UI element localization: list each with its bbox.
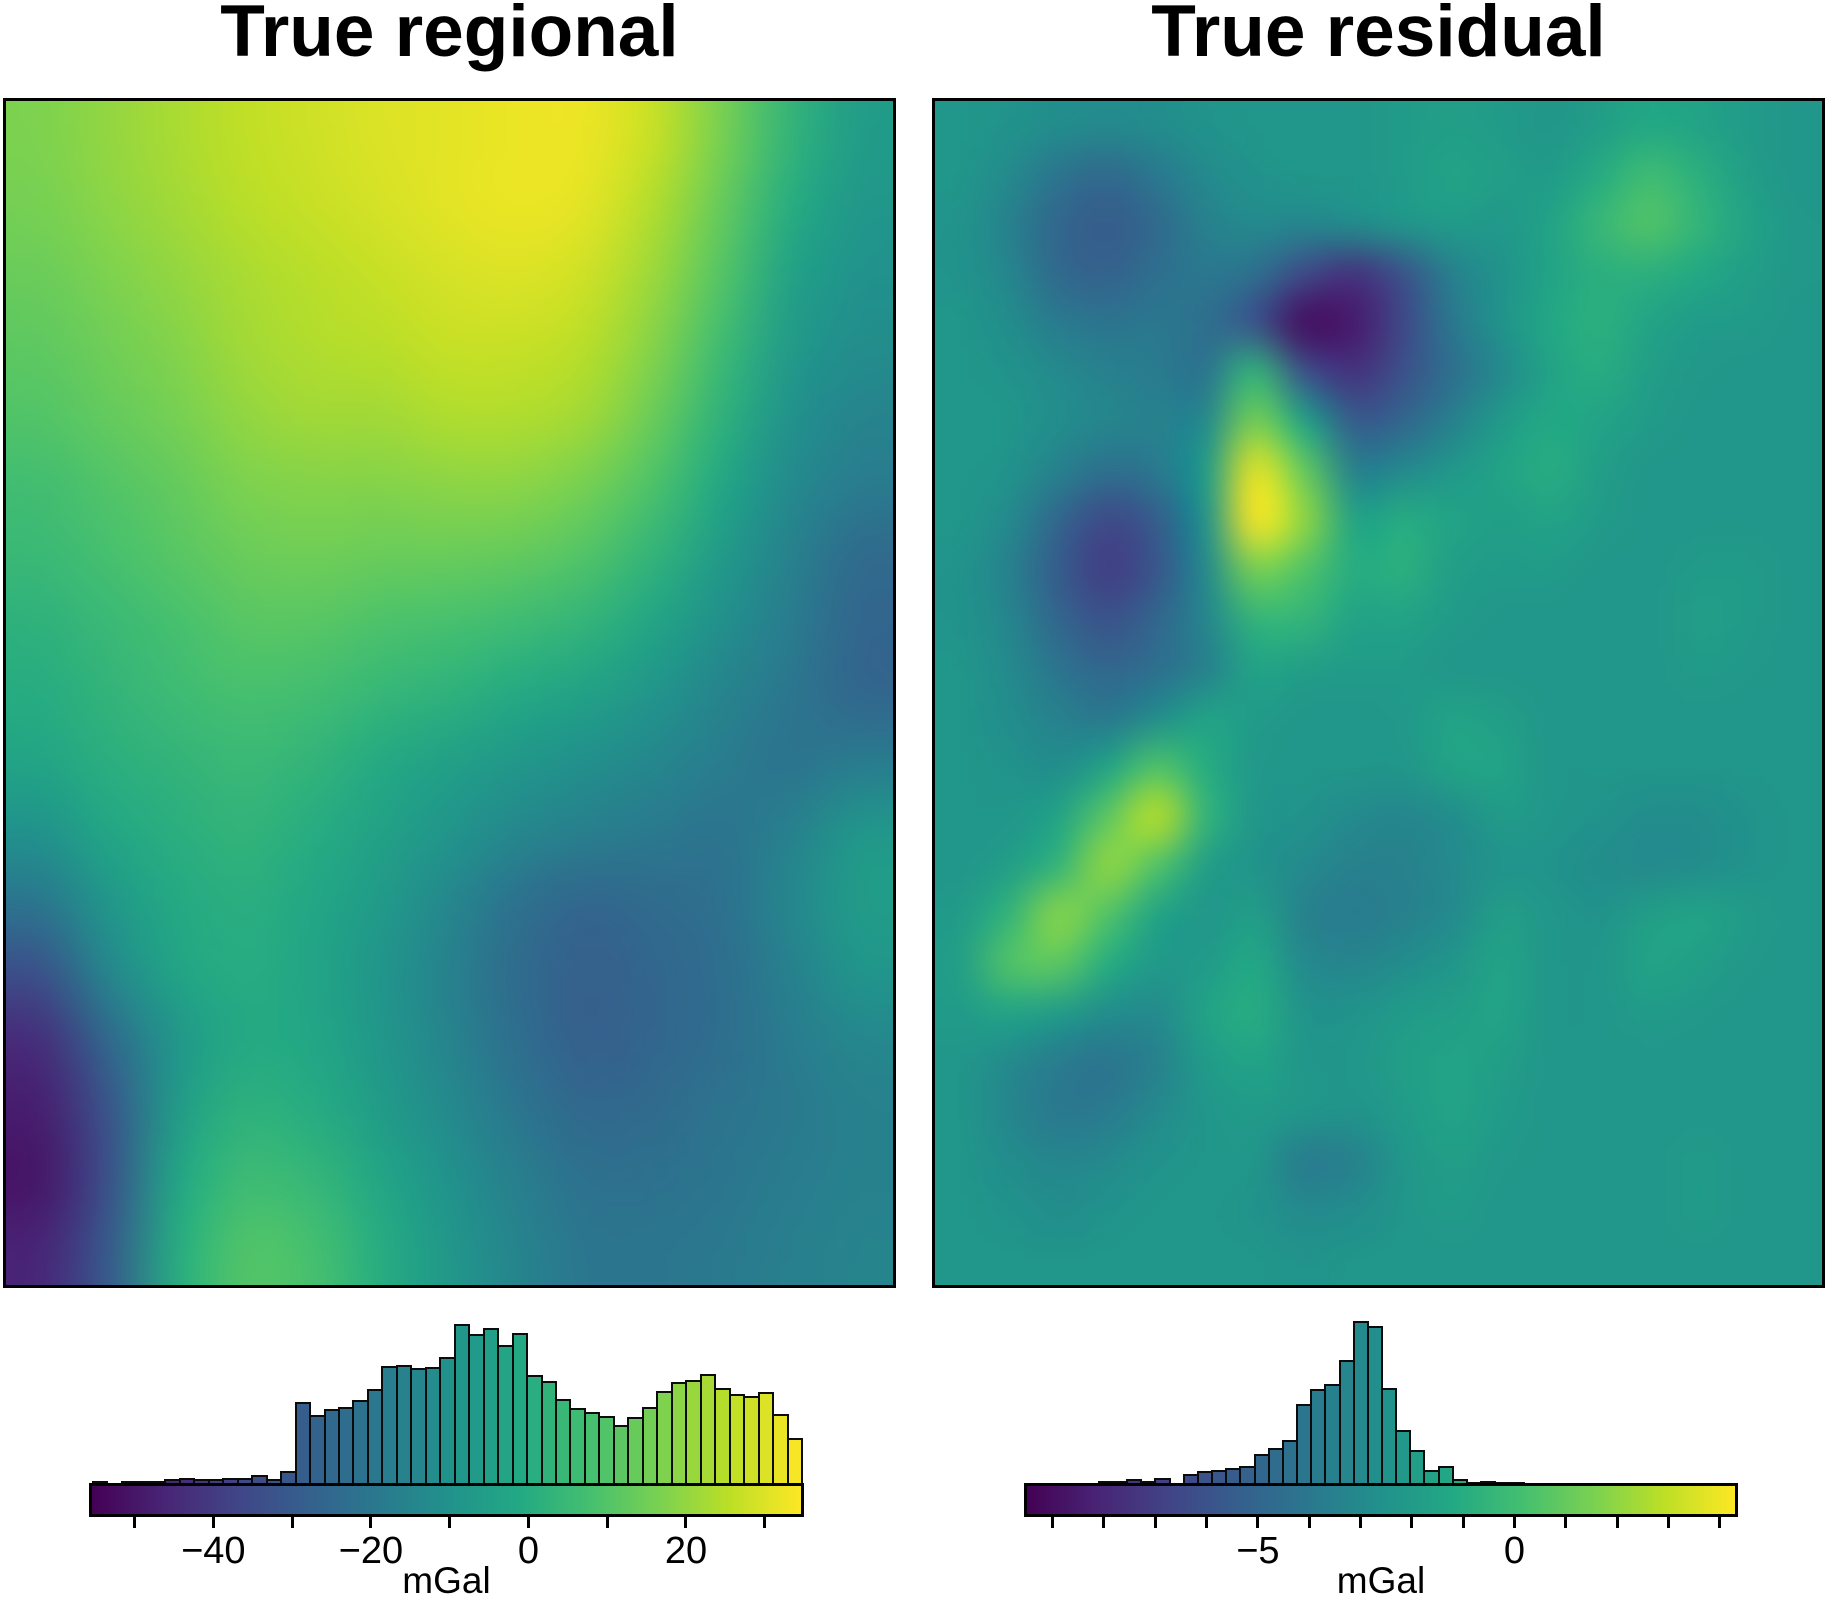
colorbar-tick xyxy=(1666,1517,1670,1528)
panel-title-regional: True regional xyxy=(220,0,679,72)
residual-unit-label: mGal xyxy=(1336,1560,1426,1597)
colorbar-tick xyxy=(369,1517,373,1528)
colorbar-tick xyxy=(1051,1517,1055,1528)
colorbar-tick xyxy=(1461,1517,1465,1528)
colorbar-tick xyxy=(1564,1517,1568,1528)
colorbar-tick xyxy=(605,1517,609,1528)
regional-unit-label: mGal xyxy=(402,1560,491,1597)
colorbar-tick xyxy=(1358,1517,1362,1528)
hist-bar xyxy=(786,1438,803,1488)
regional-heatmap-canvas xyxy=(3,98,896,1288)
colorbar-tick-label: 0 xyxy=(517,1530,539,1572)
colorbar-tick xyxy=(211,1517,215,1528)
colorbar-tick xyxy=(1153,1517,1157,1528)
colorbar-tick xyxy=(684,1517,688,1528)
colorbar-tick-label: 20 xyxy=(664,1530,708,1572)
colorbar-tick-label: −20 xyxy=(338,1530,404,1572)
colorbar-tick xyxy=(1410,1517,1414,1528)
colorbar-tick xyxy=(1205,1517,1209,1528)
colorbar-tick xyxy=(1718,1517,1722,1528)
colorbar-tick xyxy=(1307,1517,1311,1528)
colorbar-tick xyxy=(1512,1517,1516,1528)
colorbar-tick xyxy=(1256,1517,1260,1528)
colorbar-tick-label: 0 xyxy=(1503,1530,1525,1572)
panel-title-residual: True residual xyxy=(1151,0,1606,72)
colorbar-tick xyxy=(1102,1517,1106,1528)
colorbar-tick xyxy=(763,1517,767,1528)
residual-heatmap-canvas xyxy=(932,98,1825,1288)
colorbar-tick xyxy=(448,1517,452,1528)
colorbar-tick xyxy=(133,1517,137,1528)
colorbar-tick-label: −5 xyxy=(1236,1530,1280,1572)
colorbar-tick-label: −40 xyxy=(181,1530,246,1572)
colorbar-tick xyxy=(526,1517,530,1528)
colorbar-tick xyxy=(1615,1517,1619,1528)
regional-colorbar xyxy=(89,1483,804,1517)
residual-colorbar xyxy=(1024,1483,1738,1517)
colorbar-tick xyxy=(290,1517,294,1528)
